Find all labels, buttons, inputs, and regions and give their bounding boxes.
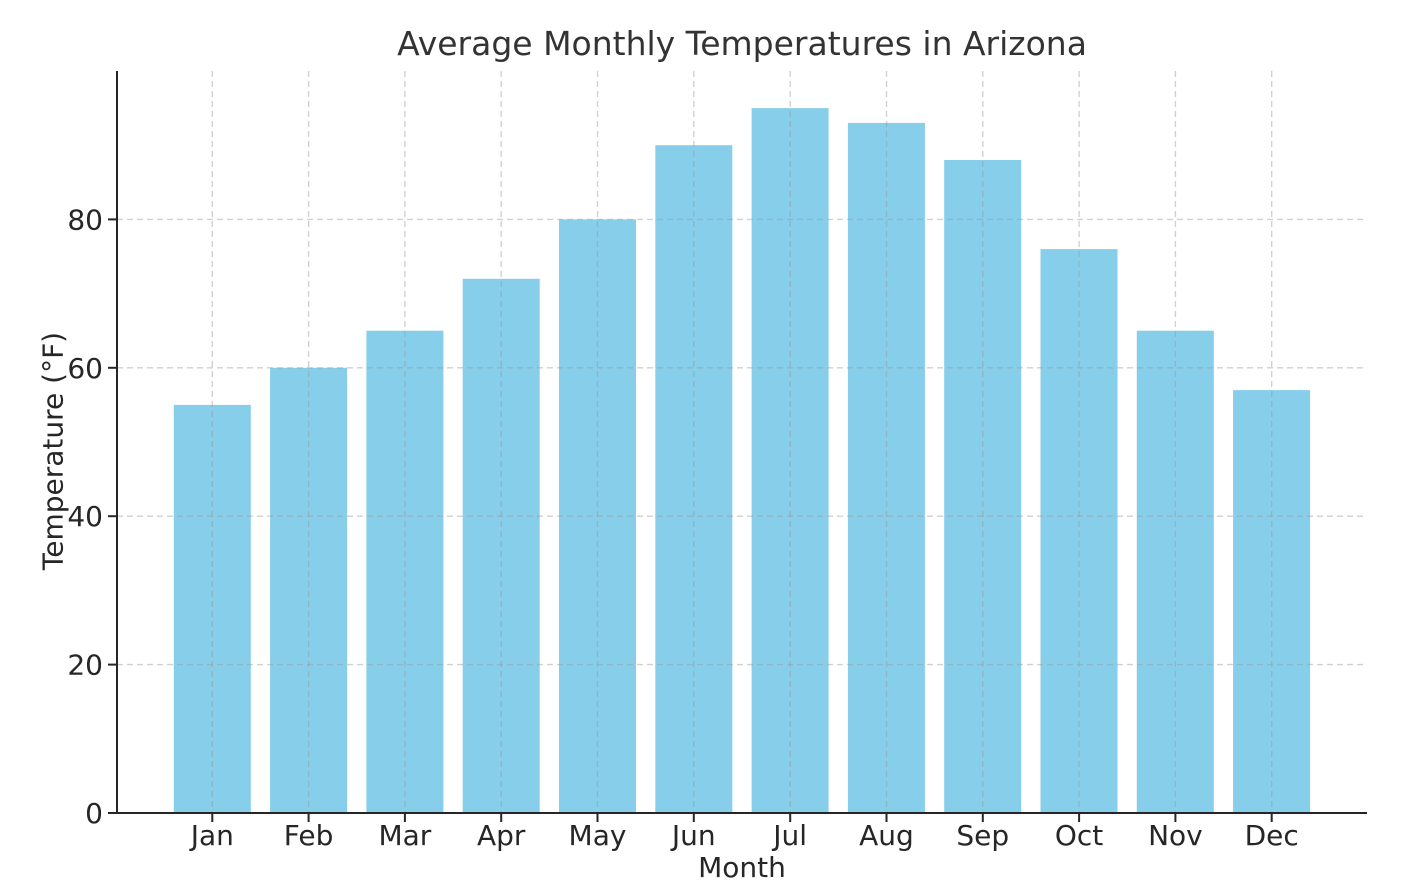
bar-may	[559, 219, 636, 813]
bar-jul	[751, 108, 829, 814]
bar-jan	[173, 404, 251, 813]
bar-oct	[1040, 249, 1118, 814]
bar-aug	[847, 122, 925, 813]
x-tick-label-jan: Jan	[189, 819, 234, 852]
bar-jun	[655, 145, 733, 813]
bar-apr	[462, 278, 540, 813]
x-tick-label-aug: Aug	[859, 819, 914, 852]
x-tick-label-jun: Jun	[670, 819, 716, 852]
bar-feb	[270, 367, 348, 813]
x-tick-label-dec: Dec	[1245, 819, 1299, 852]
x-tick-label-nov: Nov	[1148, 819, 1203, 852]
bar-dec	[1233, 390, 1311, 813]
x-tick-label-feb: Feb	[284, 819, 334, 852]
y-tick-label: 60	[67, 352, 103, 385]
x-axis-label: Month	[698, 851, 786, 884]
x-tick-label-mar: Mar	[378, 819, 431, 852]
bar-mar	[366, 330, 444, 813]
x-tick-label-sep: Sep	[956, 819, 1009, 852]
y-tick-label: 20	[67, 649, 103, 682]
x-tick-label-may: May	[569, 819, 627, 852]
y-tick-label: 80	[67, 203, 103, 236]
x-tick-label-apr: Apr	[477, 819, 526, 852]
y-tick-label: 0	[85, 797, 103, 830]
bar-nov	[1136, 330, 1214, 813]
x-tick-label-oct: Oct	[1055, 819, 1103, 852]
chart-title: Average Monthly Temperatures in Arizona	[397, 24, 1087, 63]
bar-sep	[944, 160, 1022, 813]
x-tick-label-jul: Jul	[771, 819, 807, 852]
y-tick-label: 40	[67, 500, 103, 533]
